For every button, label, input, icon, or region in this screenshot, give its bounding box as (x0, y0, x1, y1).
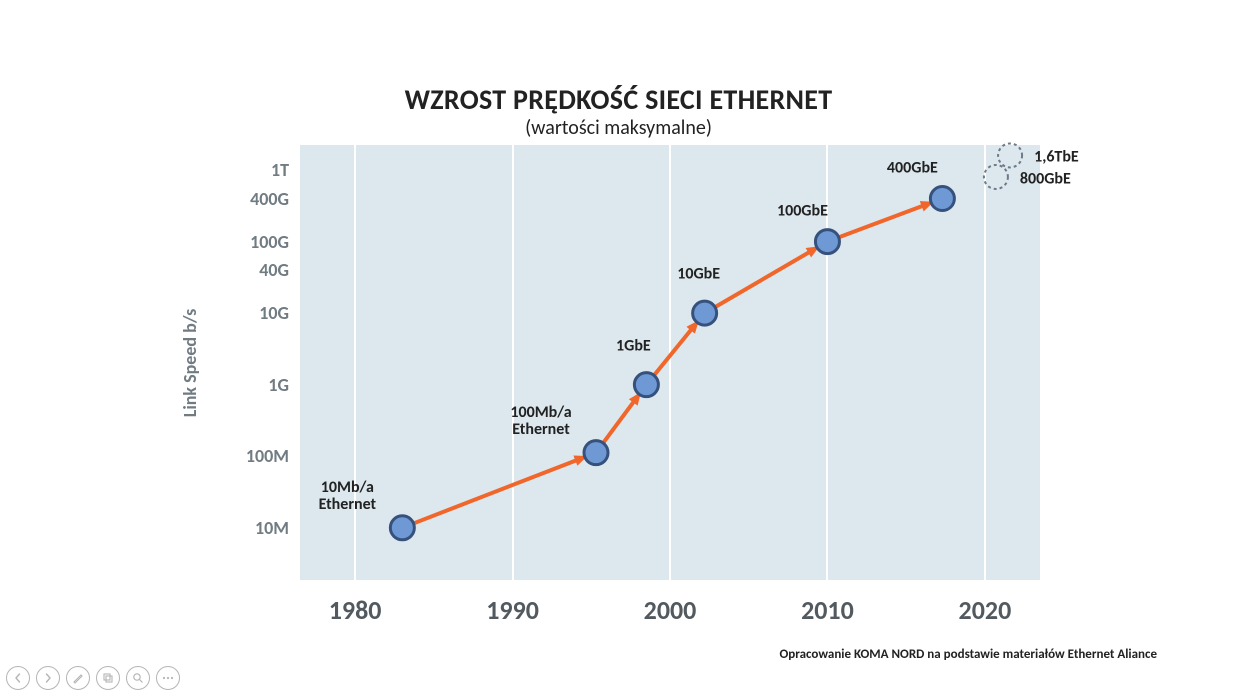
chart-svg (300, 145, 1040, 580)
y-tick-label: 40G (259, 259, 289, 281)
trend-arrow (716, 249, 815, 306)
future-data-point (998, 143, 1022, 167)
zoom-button[interactable] (126, 666, 150, 690)
y-tick-label: 1T (271, 159, 289, 181)
copy-button[interactable] (96, 666, 120, 690)
data-point (584, 441, 608, 465)
y-tick-label: 1G (268, 374, 289, 396)
future-data-point (984, 165, 1008, 189)
y-tick-label: 10G (259, 302, 289, 324)
viewer-controls (6, 666, 180, 690)
data-point-label: 100GbE (777, 202, 828, 220)
prev-slide-button[interactable] (6, 666, 30, 690)
x-tick-label: 2000 (644, 594, 697, 626)
slide: WZROST PRĘDKOŚĆ SIECI ETHERNET (wartości… (0, 0, 1237, 696)
data-point (390, 516, 414, 540)
chart-title: WZROST PRĘDKOŚĆ SIECI ETHERNET (0, 82, 1237, 117)
credit-text: Opracowanie KOMA NORD na podstawie mater… (780, 647, 1158, 662)
data-point-label: 400GbE (887, 159, 938, 177)
future-point-label: 1,6TbE (1034, 148, 1079, 167)
x-tick-label: 1990 (486, 594, 539, 626)
y-tick-label: 400G (250, 188, 289, 210)
data-point-label: 1GbE (616, 337, 651, 355)
data-point-label: 10GbE (677, 266, 720, 284)
data-point (693, 301, 717, 325)
trend-arrow (414, 458, 582, 523)
trend-arrow (840, 204, 929, 237)
y-tick-label: 100M (246, 445, 289, 467)
trend-arrow (604, 397, 638, 442)
y-axis-label: Link Speed b/s (179, 309, 201, 418)
future-point-label: 800GbE (1020, 169, 1071, 188)
x-tick-label: 2020 (959, 594, 1012, 626)
data-point (930, 187, 954, 211)
trend-arrow (655, 325, 696, 375)
y-tick-label: 100G (250, 231, 289, 253)
data-point (815, 230, 839, 254)
data-point (634, 373, 658, 397)
y-tick-label: 10M (255, 517, 289, 539)
more-button[interactable] (156, 666, 180, 690)
x-tick-label: 1980 (329, 594, 382, 626)
next-slide-button[interactable] (36, 666, 60, 690)
data-point-label: 10Mb/aEthernet (319, 479, 377, 514)
x-tick-label: 2010 (801, 594, 854, 626)
pen-button[interactable] (66, 666, 90, 690)
chart-subtitle: (wartości maksymalne) (0, 116, 1237, 140)
data-point-label: 100Mb/aEthernet (510, 403, 571, 438)
